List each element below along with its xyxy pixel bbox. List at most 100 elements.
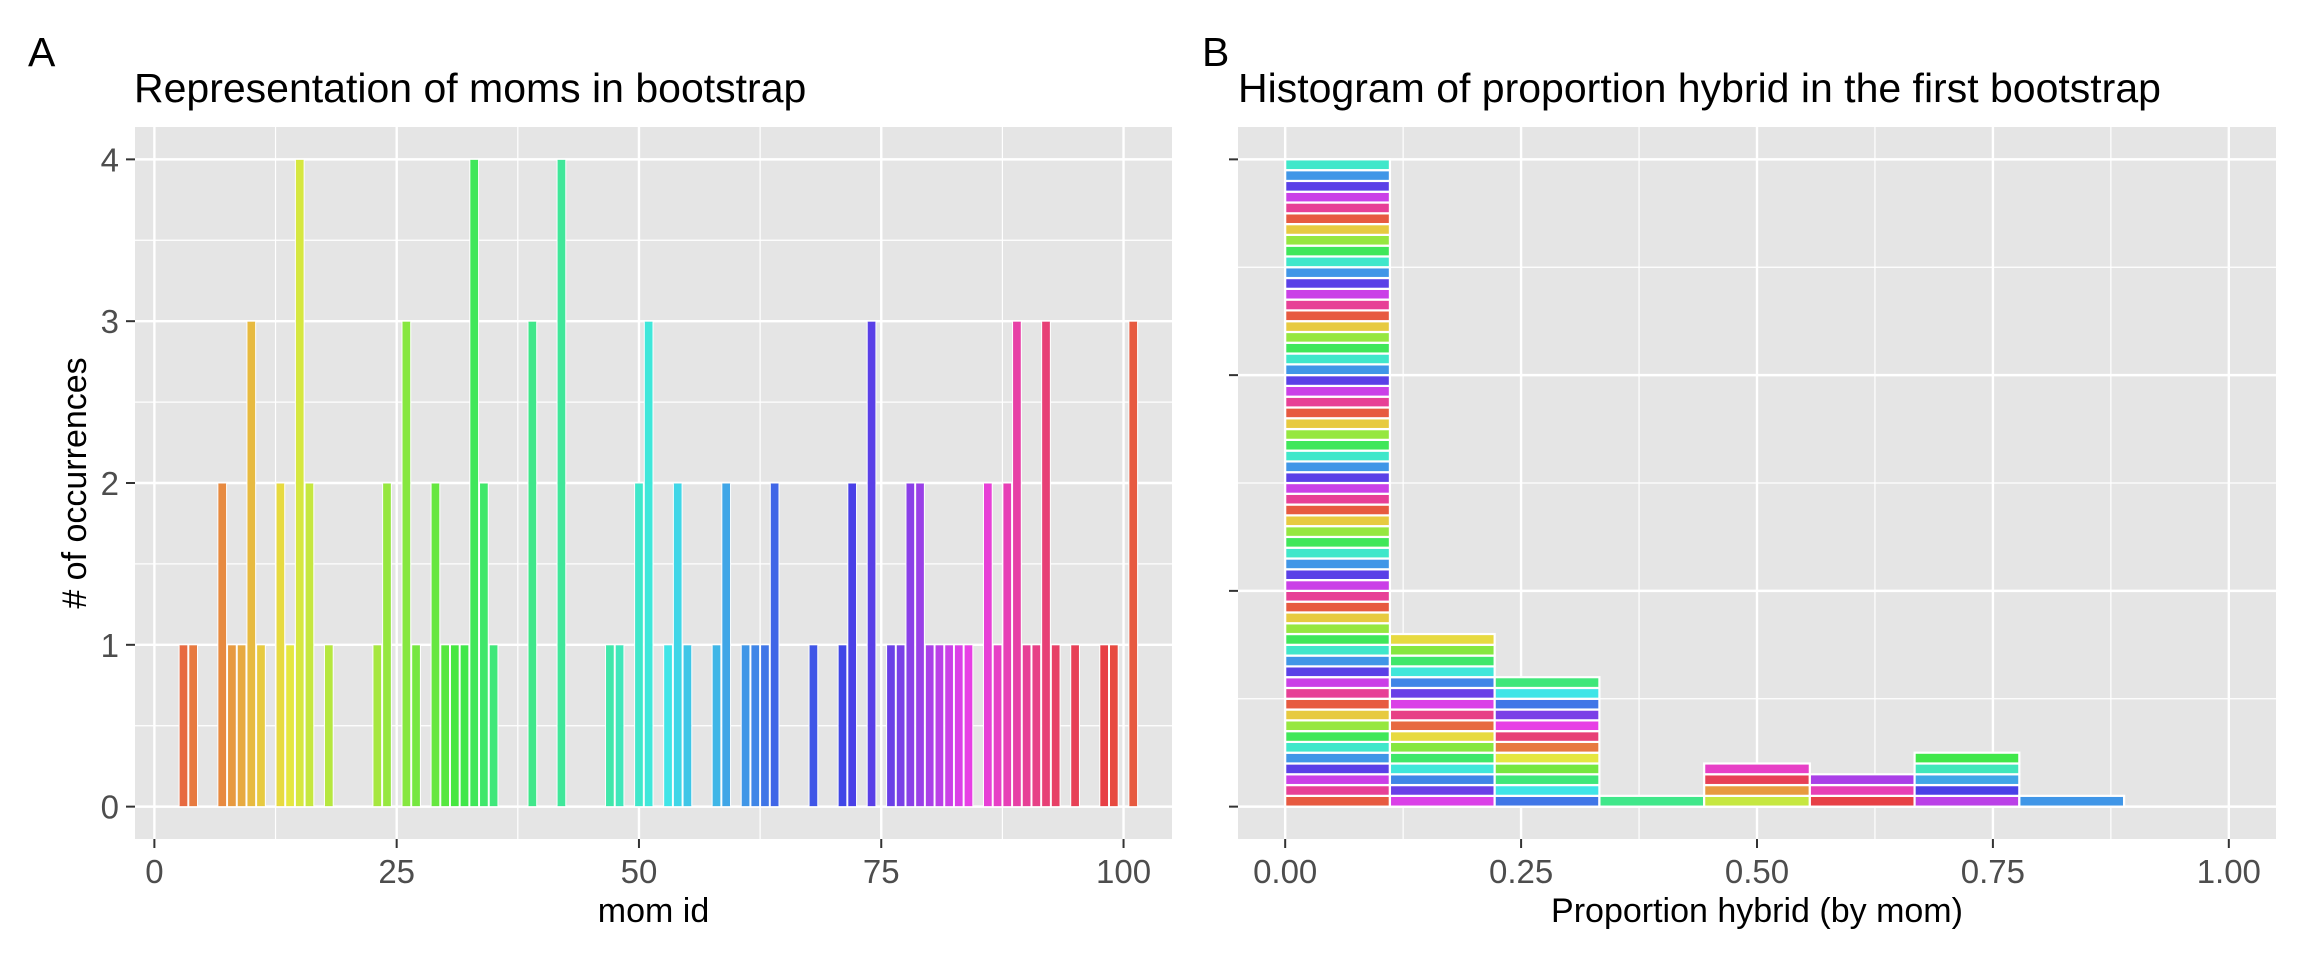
chart-a-bar [1041, 320, 1051, 808]
chart-b-bar-segment [1388, 783, 1496, 797]
chart-a-bar [1031, 644, 1042, 808]
chart-b-title: Histogram of proportion hybrid in the fi… [1238, 65, 2161, 111]
chart-a-bar [275, 482, 286, 808]
chart-b-bar-segment [1284, 676, 1392, 690]
chart-b-bar-segment [1284, 222, 1392, 236]
chart-a-bar [643, 320, 654, 808]
chart-a-bar [760, 644, 770, 808]
chart-a-bar [1050, 644, 1061, 808]
chart-a-bar [663, 644, 673, 808]
chart-a-bar [682, 644, 693, 808]
chart-a-bar [605, 644, 615, 808]
chart-b-bar-segment [1284, 179, 1392, 193]
chart-a-x-tick-label: 0 [145, 853, 163, 890]
chart-a-bar [847, 482, 858, 808]
chart-a-bar [769, 482, 780, 808]
chart-a-x-tick-label: 100 [1096, 853, 1151, 890]
chart-b-bar-segment [1493, 783, 1601, 797]
chart-b-bar-segment [1284, 643, 1392, 657]
chart-b-bar-segment [1284, 622, 1392, 636]
chart-a-bar [304, 482, 315, 808]
chart-a-bar [372, 644, 383, 808]
chart-b-bar-segment [1284, 686, 1392, 700]
chart-b-bar-segment [1284, 298, 1392, 312]
chart-b-bar-segment [1388, 794, 1496, 808]
chart-b-bar-segment [1703, 783, 1811, 797]
chart-a-bar [934, 644, 945, 808]
chart-b-bar-segment [1284, 406, 1392, 420]
chart-b-bar-segment [1703, 762, 1811, 776]
chart-b-bar-segment [1284, 320, 1392, 334]
chart-a-bar [1021, 644, 1032, 808]
chart-a-bar [711, 644, 722, 808]
chart-b-bar-segment [1284, 632, 1392, 646]
chart-a-bar [672, 482, 683, 808]
chart-b-bar-segment [1284, 417, 1392, 431]
chart-b-bar-segment [1284, 201, 1392, 215]
chart-a-y-axis-title: # of occurrences [56, 357, 94, 608]
chart-b-bar-segment [1284, 697, 1392, 711]
panel-tag-a: A [28, 29, 56, 75]
chart-b-bar-segment [1808, 794, 1916, 808]
chart-a-bar [285, 644, 295, 808]
chart-a-x-tick-label: 50 [621, 853, 658, 890]
chart-b-bar-segment [1388, 751, 1496, 765]
chart-a-x-axis-title: mom id [598, 892, 709, 930]
chart-b-bar-segment [1703, 794, 1811, 808]
chart-a-bar [527, 320, 538, 808]
chart-b-x-tick-label: 0.75 [1961, 853, 2025, 890]
chart-b-bar-segment [1493, 719, 1601, 733]
chart-b-x-tick-label: 0.50 [1725, 853, 1789, 890]
chart-a-bar [750, 644, 761, 808]
chart-b-bar-segment [1284, 158, 1392, 172]
chart-a-x-tick-label: 25 [378, 853, 415, 890]
chart-b-bar-segment [1284, 751, 1392, 765]
chart-b-bar-segment [1284, 190, 1392, 204]
chart-b-bar-segment [1808, 783, 1916, 797]
panel-tag-b: B [1202, 29, 1229, 75]
chart-b-bar-segment [1388, 676, 1496, 690]
chart-a-bar [236, 644, 247, 808]
chart-b-bar-segment [1284, 276, 1392, 290]
chart-b-bar-segment [1493, 740, 1601, 754]
chart-a-bar [944, 644, 954, 808]
chart-a-bar [459, 644, 470, 808]
chart-b-bar-segment [1284, 503, 1392, 517]
chart-b-bar-segment [1284, 492, 1392, 506]
chart-b-bar-segment [1284, 374, 1392, 388]
chart-b-bar-segment [2018, 794, 2126, 808]
chart-b-bar-segment [1284, 427, 1392, 441]
chart-b-bar-segment [1284, 341, 1392, 355]
chart-b-x-tick-label: 0.00 [1253, 853, 1317, 890]
chart-b-bar-segment [1493, 773, 1601, 787]
chart-a-bar [866, 320, 877, 808]
chart-a-bar [294, 158, 305, 808]
chart-a-bar [449, 644, 460, 808]
chart-a-bar [188, 644, 199, 808]
chart-a-x-tick-label: 75 [863, 853, 900, 890]
chart-a-bar [556, 158, 567, 808]
chart-b-bar-segment [1388, 697, 1496, 711]
chart-b-bar-segment [1284, 762, 1392, 776]
chart-a-bar [382, 482, 392, 808]
chart-b-bar-segment [1493, 751, 1601, 765]
chart-b-bar-segment [1913, 794, 2021, 808]
chart-a-bar [808, 644, 819, 808]
chart-b-bar-segment [1284, 330, 1392, 344]
chart-b-bar-segment [1493, 730, 1601, 744]
chart-a: 0 25 50 75 100 0 1 2 3 4 [101, 127, 1172, 890]
chart-b-bar-segment [1284, 794, 1392, 808]
chart-b-bar-segment [1388, 730, 1496, 744]
chart-b-bar-segment [1284, 773, 1392, 787]
chart-a-bar [963, 644, 974, 808]
chart-b-bar-segment [1388, 654, 1496, 668]
chart-b-x-tick-label: 1.00 [2197, 853, 2261, 890]
chart-a-bar [614, 644, 625, 808]
chart-b-bar-segment [1284, 611, 1392, 625]
chart-b-bar-segment [1913, 751, 2021, 765]
chart-a-title: Representation of moms in bootstrap [134, 65, 806, 111]
chart-a-bar [924, 644, 935, 808]
chart-b-bar-segment [1493, 686, 1601, 700]
chart-a-bar [1012, 320, 1022, 808]
